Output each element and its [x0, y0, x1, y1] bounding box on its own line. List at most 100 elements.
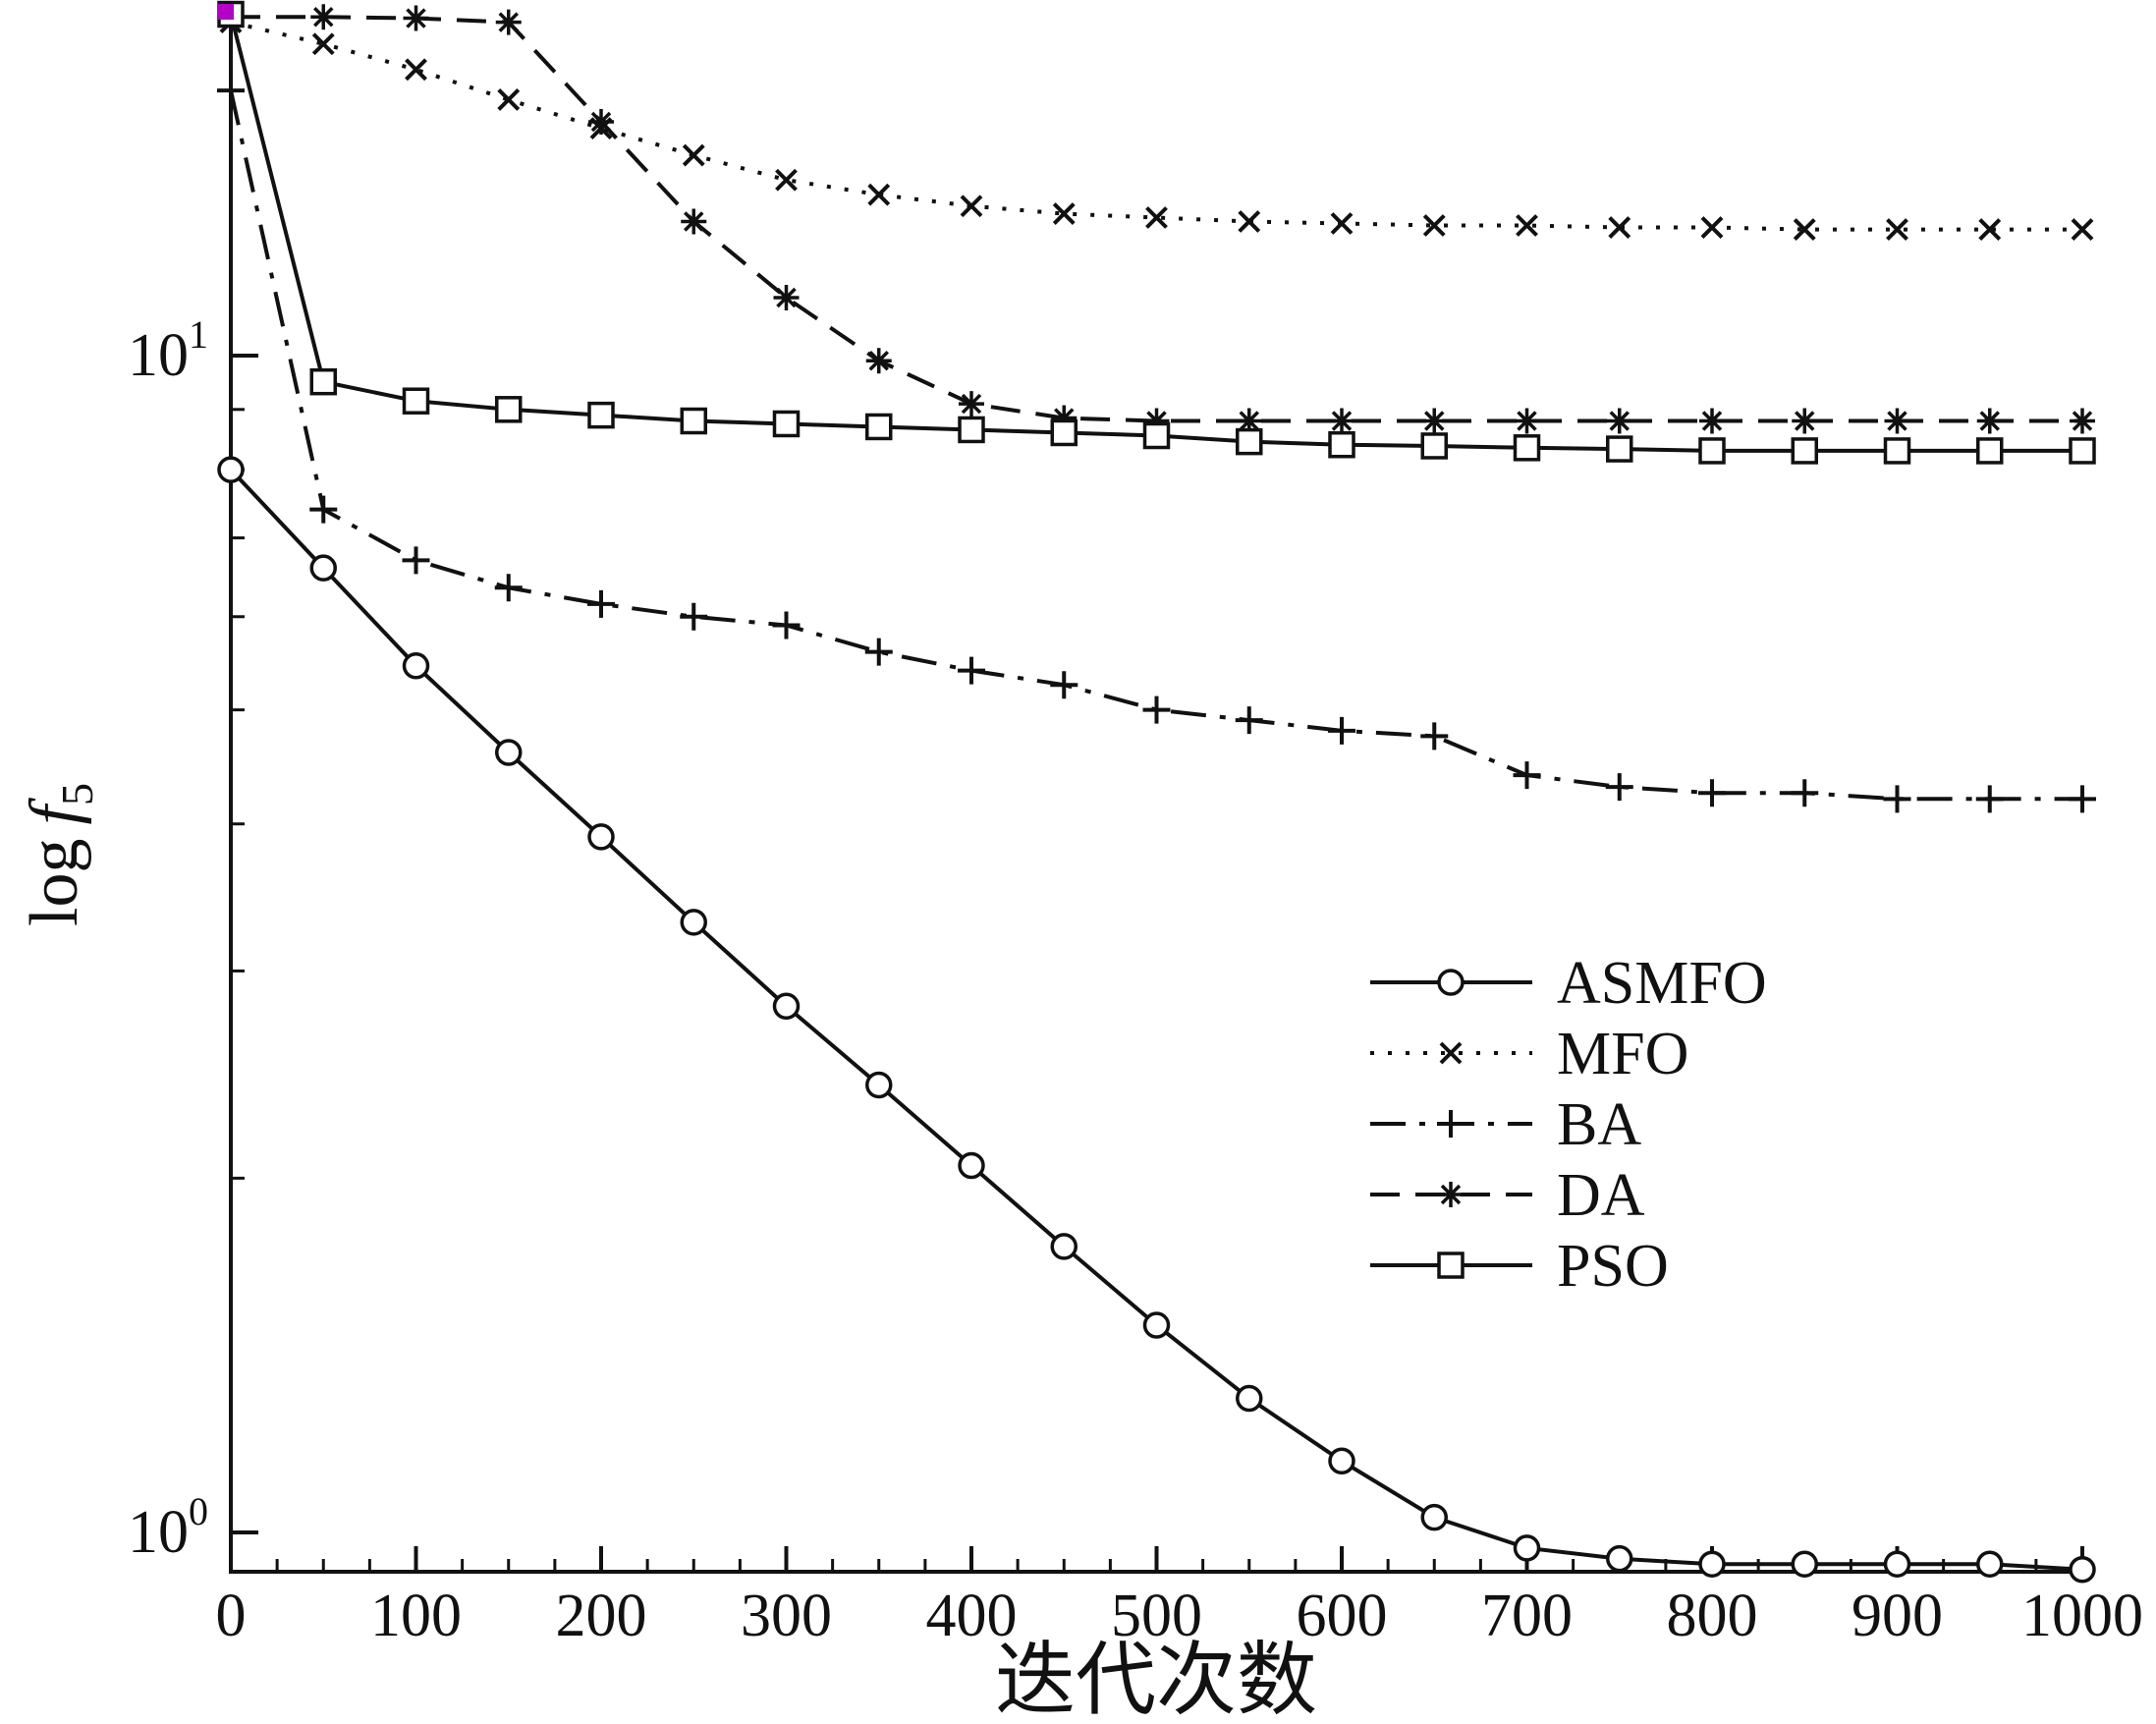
plus-marker	[864, 638, 893, 666]
asterisk-marker	[1143, 408, 1170, 434]
square-marker	[1791, 437, 1818, 465]
circle-marker	[1050, 1233, 1078, 1260]
plus-marker	[1050, 671, 1078, 699]
x-tick-label: 900	[1852, 1583, 1943, 1649]
x-tick-label: 600	[1297, 1583, 1388, 1649]
circle-marker	[1437, 969, 1465, 996]
plus-marker	[1513, 761, 1541, 790]
x-marker	[1886, 218, 1908, 241]
x-marker	[1439, 1041, 1463, 1065]
plus-marker	[680, 602, 708, 631]
asterisk-marker	[1976, 408, 2003, 434]
square-marker	[680, 407, 707, 435]
x-marker	[960, 195, 983, 218]
legend	[1370, 969, 1532, 1279]
circle-marker	[1976, 1550, 2004, 1578]
x-marker	[682, 143, 705, 167]
square-marker	[1328, 430, 1355, 459]
circle-marker	[1698, 1550, 1726, 1578]
square-marker	[587, 401, 615, 429]
x-tick-label: 0	[216, 1583, 247, 1649]
x-axis-label: 迭代次数	[995, 1636, 1317, 1724]
circle-marker	[1142, 1311, 1171, 1339]
plus-marker	[587, 589, 615, 618]
legend-label-da: DA	[1557, 1162, 1645, 1229]
circle-marker	[865, 1071, 893, 1099]
y-tick-label: 101	[128, 312, 208, 389]
square-marker	[958, 416, 985, 444]
x-marker	[497, 88, 521, 111]
x-tick-label: 800	[1667, 1583, 1758, 1649]
square-marker	[772, 410, 801, 438]
circle-marker	[495, 739, 523, 766]
circle-marker	[1883, 1550, 1911, 1578]
plus-marker	[1420, 722, 1449, 751]
legend-label-mfo: MFO	[1557, 1021, 1688, 1087]
x-marker	[405, 58, 427, 82]
x-tick-label: 100	[370, 1583, 462, 1649]
circle-marker	[1606, 1544, 1633, 1573]
circle-marker	[1791, 1550, 1818, 1578]
x-marker	[1422, 214, 1446, 237]
series-line-asmfo	[229, 468, 2083, 1572]
x-tick-label: 400	[926, 1583, 1018, 1649]
x-tick-label: 300	[741, 1583, 832, 1649]
x-marker	[1793, 218, 1816, 241]
square-marker	[495, 396, 523, 423]
x-marker	[1238, 210, 1261, 233]
x-tick-label: 200	[556, 1583, 647, 1649]
plus-marker	[1142, 695, 1171, 724]
plus-marker	[1328, 716, 1355, 745]
square-marker	[1437, 1251, 1465, 1279]
asterisk-marker	[2070, 408, 2095, 434]
asterisk-marker	[773, 285, 800, 311]
asterisk-marker	[310, 4, 337, 30]
plus-marker	[309, 495, 338, 524]
x-marker	[1978, 218, 2002, 241]
series-markers	[217, 0, 2096, 1584]
series-line-mfo	[230, 20, 2082, 232]
square-marker	[1698, 437, 1726, 465]
series-line-pso	[229, 14, 2082, 453]
y-label-log: log	[17, 839, 92, 926]
asterisk-marker	[403, 5, 429, 31]
asterisk-marker	[959, 391, 984, 417]
x-marker	[1700, 216, 1724, 239]
x-marker	[1608, 216, 1631, 239]
circle-marker	[1513, 1534, 1541, 1562]
circle-marker	[2069, 1556, 2096, 1584]
asterisk-marker	[1329, 408, 1354, 434]
x-marker	[1052, 202, 1076, 225]
circle-marker	[1236, 1384, 1263, 1413]
asterisk-marker	[1514, 408, 1540, 434]
plus-marker	[1698, 779, 1726, 807]
x-tick-label: 1000	[2021, 1583, 2143, 1649]
square-marker	[865, 413, 893, 441]
circle-marker	[1328, 1447, 1355, 1475]
square-marker	[1236, 427, 1263, 456]
square-marker	[1976, 437, 2004, 465]
asterisk-marker	[1421, 408, 1448, 434]
asterisk-marker	[1699, 408, 1725, 434]
y-label-sub: 5	[52, 783, 102, 806]
square-marker	[1050, 418, 1078, 447]
square-marker	[1420, 432, 1448, 460]
circle-marker	[680, 909, 707, 936]
asterisk-marker	[1792, 408, 1818, 434]
plot-artifact	[218, 4, 234, 20]
asterisk-marker	[1606, 408, 1632, 434]
circle-marker	[402, 652, 430, 680]
plus-marker	[1975, 785, 2004, 813]
x-tick-label: 500	[1111, 1583, 1202, 1649]
asterisk-marker	[681, 208, 707, 235]
square-marker	[1883, 437, 1911, 465]
plus-marker	[402, 546, 430, 575]
x-tick-label: 700	[1481, 1583, 1573, 1649]
circle-marker	[772, 992, 801, 1021]
asterisk-marker	[588, 109, 614, 136]
square-marker	[1142, 421, 1171, 450]
y-tick-label: 100	[128, 1489, 208, 1566]
legend-label-asmfo: ASMFO	[1557, 950, 1767, 1017]
square-marker	[1513, 434, 1541, 462]
